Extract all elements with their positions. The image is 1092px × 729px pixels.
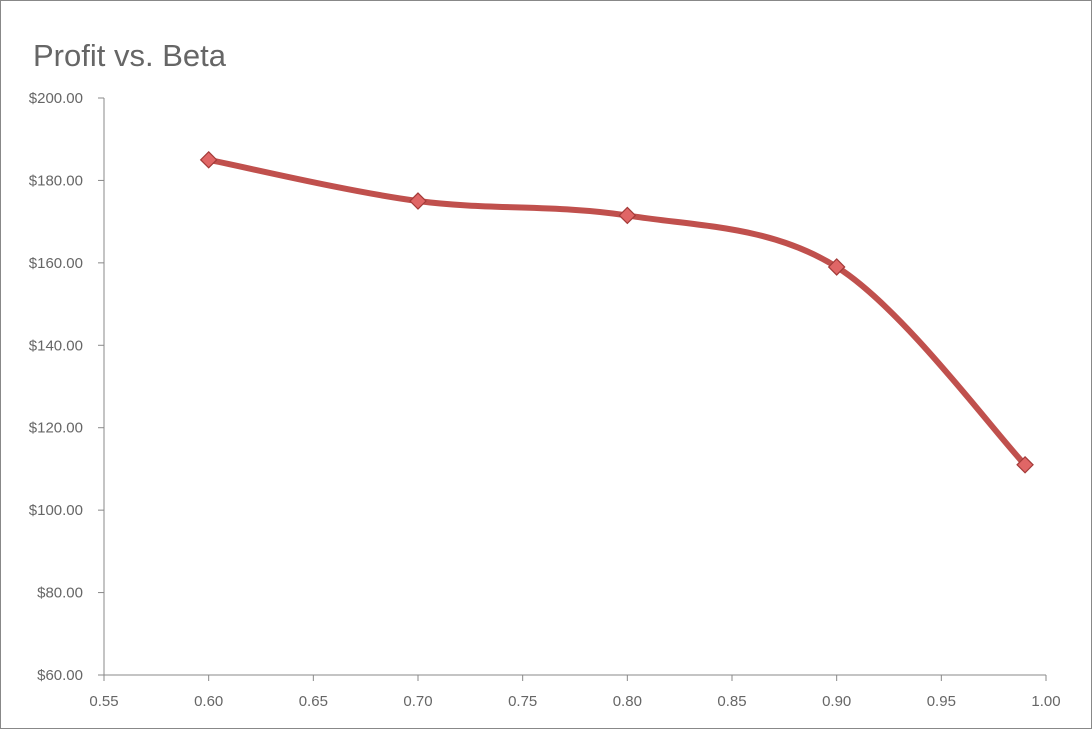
series-line — [205, 156, 1029, 468]
x-tick-label: 0.55 — [89, 693, 118, 710]
x-tick-label: 0.65 — [299, 693, 328, 710]
y-tick-label: $160.00 — [29, 255, 83, 272]
data-point — [1016, 455, 1034, 474]
y-tick-label: $140.00 — [29, 337, 83, 354]
y-tick-label: $120.00 — [29, 420, 83, 437]
x-tick-label: 0.70 — [403, 693, 432, 710]
data-point — [618, 206, 637, 225]
x-tick-label: 0.90 — [822, 693, 851, 710]
x-tick-label: 0.85 — [717, 693, 746, 710]
x-tick-label: 0.60 — [194, 693, 223, 710]
x-tick-label: 0.95 — [927, 693, 956, 710]
data-point — [827, 258, 846, 276]
y-tick-label: $60.00 — [37, 667, 83, 684]
y-tick-label: $200.00 — [29, 90, 83, 107]
x-tick-label: 0.80 — [613, 693, 642, 710]
data-point — [199, 150, 218, 169]
data-point — [409, 192, 427, 210]
y-tick-label: $180.00 — [29, 172, 83, 189]
x-tick-label: 0.75 — [508, 693, 537, 710]
y-tick-label: $100.00 — [29, 502, 83, 519]
y-tick-label: $80.00 — [37, 585, 83, 602]
x-tick-label: 1.00 — [1031, 693, 1060, 710]
chart-title: Profit vs. Beta — [33, 38, 226, 73]
